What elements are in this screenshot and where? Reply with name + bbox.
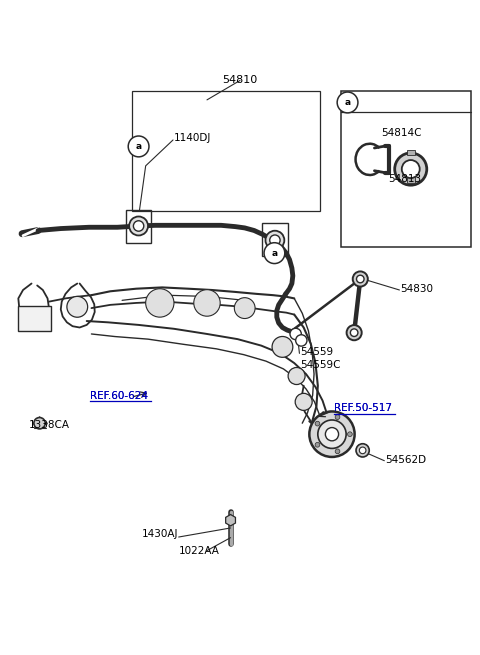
- Ellipse shape: [335, 449, 340, 454]
- Ellipse shape: [270, 235, 280, 246]
- Ellipse shape: [290, 328, 301, 340]
- Ellipse shape: [234, 297, 255, 318]
- Ellipse shape: [315, 442, 320, 447]
- Bar: [341, 92, 471, 247]
- Ellipse shape: [337, 92, 358, 113]
- Bar: [407, 149, 415, 155]
- Ellipse shape: [145, 289, 174, 317]
- Ellipse shape: [353, 271, 368, 287]
- Text: REF.50-517: REF.50-517: [335, 403, 392, 413]
- Ellipse shape: [296, 335, 307, 346]
- Text: REF.50-517: REF.50-517: [335, 403, 392, 413]
- Text: 54830: 54830: [400, 284, 433, 293]
- Ellipse shape: [350, 329, 358, 337]
- Ellipse shape: [194, 290, 220, 316]
- Ellipse shape: [128, 136, 149, 157]
- Ellipse shape: [315, 421, 320, 426]
- Ellipse shape: [295, 394, 312, 411]
- Text: a: a: [271, 249, 277, 257]
- Text: 1022AA: 1022AA: [179, 546, 219, 555]
- Text: a: a: [135, 142, 142, 151]
- Text: 54562D: 54562D: [385, 455, 426, 465]
- Ellipse shape: [357, 275, 364, 283]
- Ellipse shape: [360, 447, 366, 454]
- Ellipse shape: [356, 443, 369, 457]
- Ellipse shape: [34, 417, 45, 429]
- Ellipse shape: [309, 411, 355, 457]
- Text: 1140DJ: 1140DJ: [174, 133, 211, 143]
- Text: 54814C: 54814C: [382, 128, 422, 138]
- Text: 54813: 54813: [389, 174, 422, 184]
- Text: 54810: 54810: [222, 75, 258, 85]
- Ellipse shape: [272, 337, 293, 358]
- Ellipse shape: [129, 217, 148, 235]
- Bar: [132, 92, 320, 211]
- Ellipse shape: [325, 428, 338, 441]
- Bar: [262, 223, 288, 256]
- Text: REF.60-624: REF.60-624: [90, 391, 148, 401]
- Ellipse shape: [288, 367, 305, 384]
- Ellipse shape: [347, 325, 362, 340]
- Text: REF.60-624: REF.60-624: [90, 391, 148, 401]
- Ellipse shape: [67, 296, 88, 317]
- Text: 1338CA: 1338CA: [29, 419, 70, 430]
- Text: 1430AJ: 1430AJ: [142, 529, 179, 540]
- Text: 54559: 54559: [300, 347, 334, 357]
- Text: a: a: [345, 98, 350, 107]
- Ellipse shape: [265, 231, 284, 250]
- Ellipse shape: [264, 243, 285, 263]
- Ellipse shape: [402, 160, 420, 178]
- Bar: [18, 306, 51, 331]
- Bar: [407, 177, 415, 183]
- Ellipse shape: [348, 432, 352, 437]
- Polygon shape: [226, 515, 236, 526]
- Ellipse shape: [133, 221, 144, 231]
- Ellipse shape: [318, 420, 346, 449]
- Text: 54559C: 54559C: [300, 360, 341, 370]
- Ellipse shape: [335, 415, 340, 419]
- Ellipse shape: [395, 153, 427, 185]
- Bar: [126, 210, 151, 244]
